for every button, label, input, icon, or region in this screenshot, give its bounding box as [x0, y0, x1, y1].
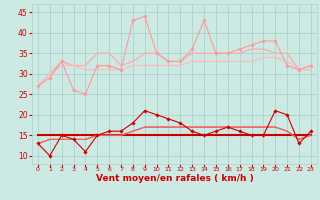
- X-axis label: Vent moyen/en rafales ( km/h ): Vent moyen/en rafales ( km/h ): [96, 174, 253, 183]
